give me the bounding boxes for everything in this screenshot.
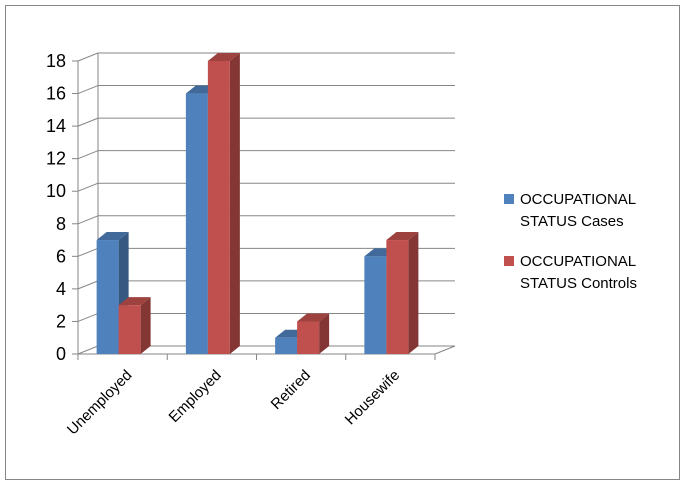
bar-top-2-1	[297, 313, 330, 322]
gridline-side	[77, 117, 99, 127]
bar-retired-cases	[275, 337, 298, 354]
bar-side-1-1	[229, 53, 240, 354]
gridline-side	[77, 85, 99, 95]
bar-side-0-1	[140, 297, 151, 354]
bar-top-0-0	[96, 232, 129, 241]
y-tick-label: 12	[46, 149, 66, 169]
bar-top-1-1	[207, 53, 240, 61]
y-tick-label: 8	[56, 214, 66, 234]
bar-unemployed-controls	[118, 305, 141, 354]
bar-top-0-1	[118, 297, 151, 306]
legend-label: OCCUPATIONAL	[520, 253, 636, 270]
gridline-side	[77, 280, 99, 290]
legend-swatch-controls	[504, 256, 514, 266]
bar-housewife-cases	[364, 256, 387, 354]
floor-right-edge	[434, 345, 456, 355]
bar-top-3-1	[386, 232, 419, 241]
gridline-side	[77, 52, 99, 62]
y-tick-label: 10	[46, 181, 66, 201]
bar-housewife-controls	[386, 240, 409, 354]
y-tick-label: 18	[46, 51, 66, 71]
y-tick-label: 0	[56, 344, 66, 364]
legend-label: OCCUPATIONAL	[520, 191, 636, 208]
bar-unemployed-cases	[96, 240, 119, 354]
x-category-label: Housewife	[342, 367, 404, 429]
y-tick-label: 6	[56, 246, 66, 266]
y-tick-label: 14	[46, 116, 66, 136]
bar-side-2-1	[319, 313, 330, 354]
y-tick-label: 4	[56, 279, 66, 299]
gridline-side	[77, 182, 99, 192]
gridline-side	[77, 247, 99, 257]
legend-label: STATUS Cases	[520, 213, 624, 230]
bar-employed-cases	[185, 93, 208, 355]
gridline-side	[77, 150, 99, 160]
x-category-label: Retired	[268, 367, 314, 413]
legend-swatch-cases	[504, 194, 514, 204]
x-category-label: Unemployed	[64, 367, 136, 439]
bar-side-3-1	[408, 232, 419, 354]
gridline-side	[77, 312, 99, 322]
gridline-side	[77, 215, 99, 225]
y-tick-label: 16	[46, 84, 66, 104]
bar-employed-controls	[207, 61, 230, 354]
bar-retired-controls	[297, 321, 320, 354]
x-category-label: Employed	[166, 367, 225, 426]
gridline-side	[77, 345, 99, 355]
y-tick-label: 2	[56, 311, 66, 331]
legend-label: STATUS Controls	[520, 275, 637, 292]
